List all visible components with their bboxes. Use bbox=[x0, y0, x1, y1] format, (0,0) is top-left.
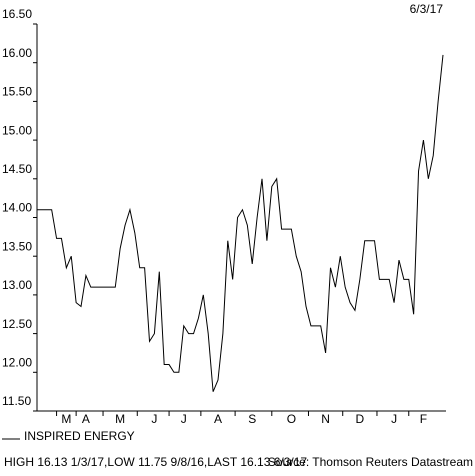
y-tick-label: 15.00 bbox=[2, 123, 32, 137]
price-line bbox=[37, 54, 444, 392]
x-tick-label: D bbox=[356, 412, 365, 426]
y-tick-label: 13.50 bbox=[2, 239, 32, 253]
x-tick-label: A bbox=[214, 412, 222, 426]
y-tick-label: 11.50 bbox=[2, 394, 31, 408]
x-tick-label: O bbox=[287, 412, 296, 426]
x-tick-label: F bbox=[420, 412, 427, 426]
legend-label: INSPIRED ENERGY bbox=[24, 429, 135, 443]
y-tick-label: 12.50 bbox=[2, 317, 32, 331]
x-tick-label: S bbox=[248, 412, 256, 426]
y-tick-label: 16.50 bbox=[2, 7, 32, 21]
chart-date: 6/3/17 bbox=[410, 2, 444, 16]
x-tick-label: M bbox=[61, 412, 71, 426]
x-tick-label: J bbox=[181, 412, 187, 426]
y-tick-label: 16.00 bbox=[2, 46, 32, 60]
y-tick-label: 12.00 bbox=[2, 355, 32, 369]
footer: HIGH 16.13 1/3/17,LOW 11.75 9/8/16,LAST … bbox=[4, 455, 307, 469]
source: Source: Thomson Reuters Datastream bbox=[268, 455, 473, 469]
y-tick-label: 13.00 bbox=[2, 278, 32, 292]
x-tick-label: A bbox=[82, 412, 90, 426]
x-tick-label: J bbox=[151, 412, 157, 426]
x-tick-label: J bbox=[391, 412, 397, 426]
x-tick-label: N bbox=[321, 412, 330, 426]
y-tick-label: 14.50 bbox=[2, 162, 32, 176]
y-tick-label: 14.00 bbox=[2, 201, 32, 215]
x-tick-label: M bbox=[115, 412, 125, 426]
y-tick-label: 15.50 bbox=[2, 85, 32, 99]
